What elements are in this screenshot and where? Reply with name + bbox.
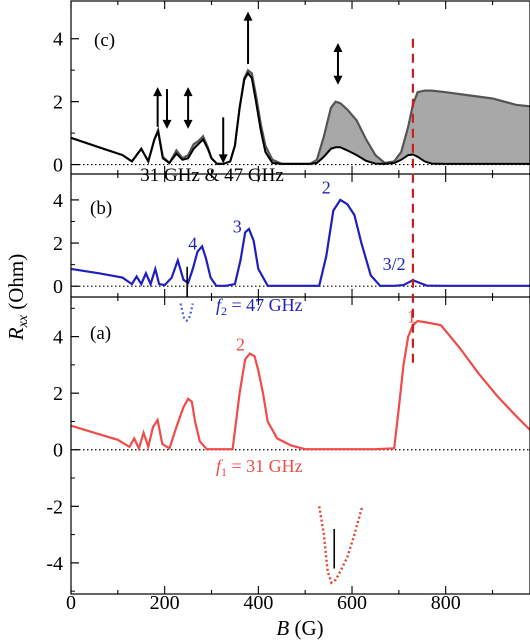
- arrow-up-4: [243, 11, 253, 64]
- panel-c: [70, 11, 530, 166]
- freq-label-a-sub: 1: [221, 465, 227, 479]
- x-tick-label: 600: [337, 592, 367, 614]
- peak-label-a: 1: [407, 306, 416, 326]
- freq-label-a-f: f: [216, 456, 224, 476]
- peak-label-b: 3: [233, 216, 242, 236]
- y-tick-label-b: 2: [53, 233, 63, 255]
- freq-label-a: f1 = 31 GHz: [216, 456, 303, 479]
- arrow-both-5: [333, 43, 343, 85]
- freq-label-a-value: = 31 GHz: [227, 456, 303, 476]
- y-axis-label-main: R: [4, 327, 28, 341]
- panel-label-c: (c): [94, 30, 115, 51]
- x-axis-label-main: B: [276, 616, 289, 640]
- arrow-head: [218, 154, 228, 164]
- x-tick-label: 0: [66, 592, 76, 614]
- arrow-up-0: [153, 87, 163, 127]
- inset-dip-a: [318, 505, 364, 585]
- peak-label-b: 3/2: [383, 254, 406, 274]
- peak-label-b: 4: [188, 234, 197, 254]
- peak-label-a: 2: [236, 335, 245, 355]
- y-tick-label-a: -4: [46, 553, 63, 575]
- x-tick-label: 800: [431, 592, 461, 614]
- x-tick-label: 200: [150, 592, 180, 614]
- panel-a: 21: [70, 306, 530, 585]
- freq-label-b-f: f: [216, 295, 224, 315]
- y-tick-label-a: 2: [53, 383, 63, 405]
- arrow-both-2: [183, 87, 193, 129]
- peak-label-b: 2: [322, 177, 331, 197]
- arrow-head: [333, 75, 343, 85]
- arrow-head: [183, 87, 193, 97]
- x-axis-label: B (G): [276, 616, 323, 640]
- y-tick-label-a: -2: [46, 496, 63, 518]
- series-b-line: [70, 198, 530, 288]
- arrow-head: [162, 119, 172, 129]
- arrow-head: [153, 87, 163, 97]
- arrow-head: [243, 11, 253, 21]
- arrow-down-1: [162, 89, 172, 129]
- arrow-head: [183, 119, 193, 129]
- arrow-down-3: [218, 117, 228, 164]
- freq-label-b-sub: 2: [221, 304, 227, 318]
- y-axis-label: Rxx (Ohm): [4, 254, 31, 342]
- series-c-lower: [70, 71, 530, 165]
- y-tick-label-a: 0: [53, 440, 63, 462]
- shaded-difference-area: [71, 70, 530, 164]
- y-tick-label-c: 4: [53, 29, 63, 51]
- panel-label-b: (b): [90, 198, 112, 219]
- freq-label-b: f2 = 47 GHz: [216, 295, 303, 318]
- y-axis-label-unit: (Ohm): [4, 254, 28, 315]
- y-tick-label-b: 0: [53, 276, 63, 298]
- y-axis-label-sub: xx: [16, 314, 31, 328]
- x-tick-label: 400: [243, 592, 273, 614]
- y-tick-label-c: 0: [53, 155, 63, 177]
- freq-label-b-value: = 47 GHz: [227, 295, 303, 315]
- arrow-head: [333, 43, 343, 53]
- axis-ticks: 0 2 4 0 2 4 -4 -2 0 2 4 0 200 400 600 800: [46, 1, 494, 614]
- panel-b: 2 3 4 3/2: [70, 177, 530, 323]
- inset-dip-b: [179, 303, 194, 323]
- y-tick-label-a: 4: [53, 327, 63, 349]
- x-axis-label-unit: (G): [289, 616, 323, 640]
- y-tick-label-c: 2: [53, 92, 63, 114]
- series-a-line: [70, 319, 530, 452]
- y-tick-label-b: 4: [53, 190, 63, 212]
- panel-label-a: (a): [90, 323, 111, 344]
